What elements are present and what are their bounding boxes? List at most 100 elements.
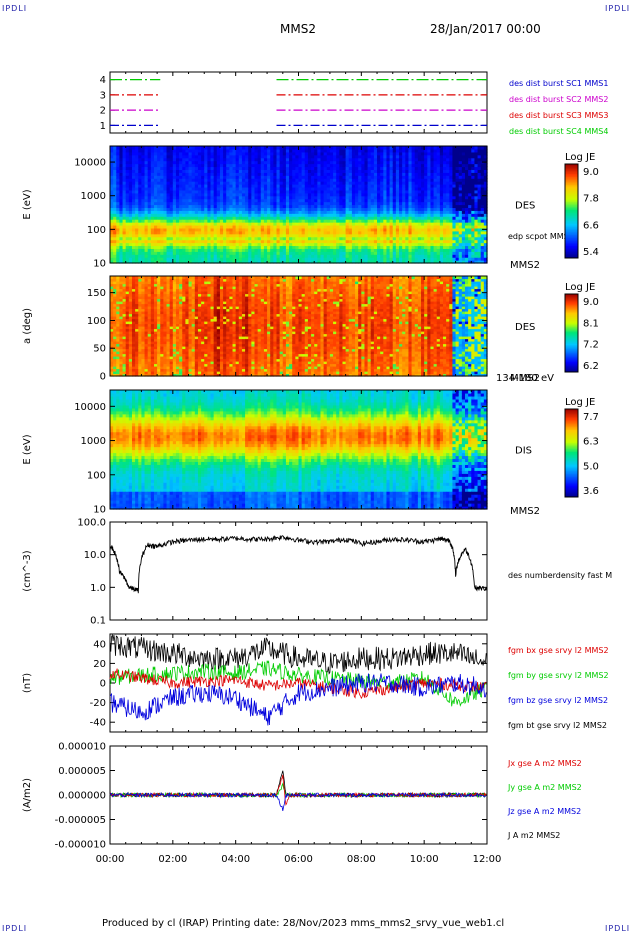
heatmap-cell: [235, 192, 240, 197]
heatmap-cell: [364, 230, 369, 235]
heatmap-cell: [251, 260, 256, 264]
heatmap-cell: [235, 146, 240, 150]
heatmap-cell: [166, 222, 171, 226]
heatmap-cell: [298, 186, 303, 191]
heatmap-cell: [147, 160, 152, 165]
heatmap-cell: [355, 154, 359, 159]
heatmap-cell: [304, 227, 309, 232]
heatmap-cell: [276, 186, 281, 191]
heatmap-cell: [248, 224, 252, 229]
heatmap-cell: [329, 172, 334, 176]
heatmap-cell: [219, 154, 224, 159]
heatmap-cell: [207, 166, 212, 170]
heatmap-cell: [197, 227, 202, 232]
heatmap-cell: [207, 230, 212, 235]
heatmap-cell: [339, 175, 344, 179]
heatmap-cell: [301, 186, 306, 191]
heatmap-cell: [131, 172, 136, 176]
heatmap-cell: [254, 148, 259, 153]
heatmap-cell: [226, 219, 230, 223]
heatmap-cell: [367, 178, 372, 182]
heatmap-cell: [292, 248, 296, 252]
heatmap-cell: [329, 236, 334, 241]
heatmap-cell: [229, 178, 234, 182]
heatmap-cell: [185, 251, 190, 255]
heatmap-cell: [355, 210, 359, 214]
heatmap-cell: [270, 172, 274, 176]
heatmap-cell: [204, 186, 208, 191]
heatmap-cell: [185, 160, 190, 165]
heatmap-cell: [314, 148, 318, 153]
heatmap-cell: [113, 184, 117, 188]
heatmap-cell: [241, 157, 246, 162]
heatmap-cell: [175, 204, 180, 209]
heatmap-cell: [153, 233, 158, 238]
heatmap-cell: [197, 169, 202, 173]
heatmap-cell: [263, 157, 268, 162]
heatmap-cell: [336, 160, 340, 165]
heatmap-cell: [333, 169, 337, 173]
heatmap-cell: [182, 201, 186, 206]
heatmap-cell: [144, 151, 149, 156]
heatmap-cell: [119, 210, 124, 214]
heatmap-cell: [273, 178, 278, 182]
heatmap-cell: [197, 233, 202, 238]
heatmap-cell: [223, 233, 227, 238]
heatmap-cell: [113, 248, 117, 252]
heatmap-cell: [150, 178, 155, 182]
heatmap-cell: [185, 151, 190, 156]
heatmap-cell: [367, 186, 372, 191]
heatmap-cell: [119, 233, 124, 238]
heatmap-cell: [128, 157, 133, 162]
heatmap-cell: [289, 189, 293, 194]
heatmap-cell: [285, 251, 290, 255]
heatmap-cell: [147, 239, 152, 244]
heatmap-cell: [254, 181, 259, 185]
heatmap-cell: [135, 172, 139, 176]
heatmap-cell: [141, 151, 146, 156]
heatmap-cell: [276, 210, 281, 214]
heatmap-cell: [358, 204, 362, 209]
heatmap-cell: [342, 254, 347, 258]
heatmap-cell: [153, 163, 158, 168]
heatmap-cell: [138, 245, 143, 249]
heatmap-cell: [144, 230, 149, 235]
heatmap-cell: [358, 166, 362, 170]
heatmap-cell: [116, 239, 121, 244]
heatmap-cell: [229, 254, 234, 258]
heatmap-cell: [298, 189, 303, 194]
heatmap-cell: [210, 257, 215, 261]
heatmap-cell: [260, 213, 265, 217]
heatmap-cell: [267, 230, 271, 235]
heatmap-cell: [197, 251, 202, 255]
colorbar-des_energy: [565, 164, 578, 259]
heatmap-cell: [232, 186, 237, 191]
heatmap-cell: [216, 195, 221, 200]
heatmap-cell: [342, 163, 347, 168]
heatmap-cell: [179, 207, 183, 211]
heatmap-cell: [364, 260, 369, 264]
heatmap-cell: [223, 257, 227, 261]
heatmap-cell: [314, 245, 318, 249]
heatmap-cell: [147, 219, 152, 223]
heatmap-cell: [163, 224, 168, 229]
heatmap-cell: [210, 195, 215, 200]
heatmap-cell: [289, 233, 293, 238]
heatmap-cell: [223, 248, 227, 252]
heatmap-cell: [188, 146, 193, 150]
heatmap-cell: [138, 151, 143, 156]
heatmap-cell: [241, 186, 246, 191]
heatmap-cell: [150, 239, 155, 244]
heatmap-cell: [138, 213, 143, 217]
heatmap-cell: [229, 148, 234, 153]
heatmap-cell: [317, 219, 322, 223]
heatmap-cell: [326, 186, 331, 191]
heatmap-cell: [301, 172, 306, 176]
heatmap-cell: [147, 248, 152, 252]
heatmap-cell: [351, 242, 356, 247]
heatmap-cell: [311, 248, 315, 252]
heatmap-cell: [323, 148, 328, 153]
heatmap-cell: [194, 222, 199, 226]
heatmap-cell: [216, 157, 221, 162]
heatmap-cell: [241, 154, 246, 159]
